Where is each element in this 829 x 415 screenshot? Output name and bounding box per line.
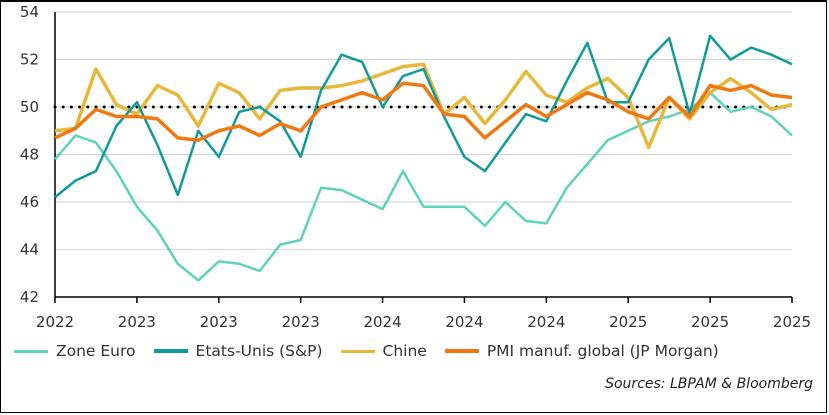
- y-tick-label: 54: [20, 3, 39, 21]
- legend-item-zone-euro: Zone Euro: [14, 342, 136, 360]
- series-line-zone-euro: [54, 91, 793, 282]
- source-note: Sources: LBPAM & Bloomberg: [605, 376, 813, 392]
- x-tick-label: 2025: [773, 313, 811, 331]
- series-line-pmi-manuf-global-jp-morgan-: [54, 81, 793, 142]
- x-tick-label: 2024: [363, 313, 401, 331]
- y-tick-label: 44: [20, 241, 39, 259]
- legend-label: Etats-Unis (S&P): [195, 342, 323, 360]
- y-tick-label: 52: [20, 51, 39, 69]
- legend-label: Chine: [382, 342, 427, 360]
- legend-item-chine: Chine: [340, 342, 427, 360]
- legend-label: Zone Euro: [56, 342, 136, 360]
- legend-item-etats-unis: Etats-Unis (S&P): [153, 342, 323, 360]
- y-tick-label: 48: [20, 146, 39, 164]
- legend-swatch: [444, 349, 479, 353]
- x-tick-label: 2025: [691, 313, 729, 331]
- legend: Zone Euro Etats-Unis (S&P) Chine PMI man…: [14, 342, 719, 360]
- x-tick-label: 2025: [609, 313, 647, 331]
- legend-swatch: [153, 349, 188, 353]
- y-tick-label: 50: [20, 98, 39, 116]
- x-tick-label: 2023: [118, 313, 156, 331]
- legend-label: PMI manuf. global (JP Morgan): [486, 342, 719, 360]
- x-tick-label: 2022: [36, 313, 74, 331]
- legend-swatch: [340, 349, 375, 353]
- legend-item-pmi-global: PMI manuf. global (JP Morgan): [444, 342, 719, 360]
- y-tick-label: 42: [20, 288, 39, 306]
- x-tick-label: 2023: [200, 313, 238, 331]
- x-tick-label: 2024: [445, 313, 483, 331]
- x-tick-label: 2023: [282, 313, 320, 331]
- legend-swatch: [14, 349, 48, 353]
- series-line-etats-unis-s-p-: [54, 34, 793, 199]
- y-tick-label: 46: [20, 193, 39, 211]
- x-tick-label: 2024: [527, 313, 565, 331]
